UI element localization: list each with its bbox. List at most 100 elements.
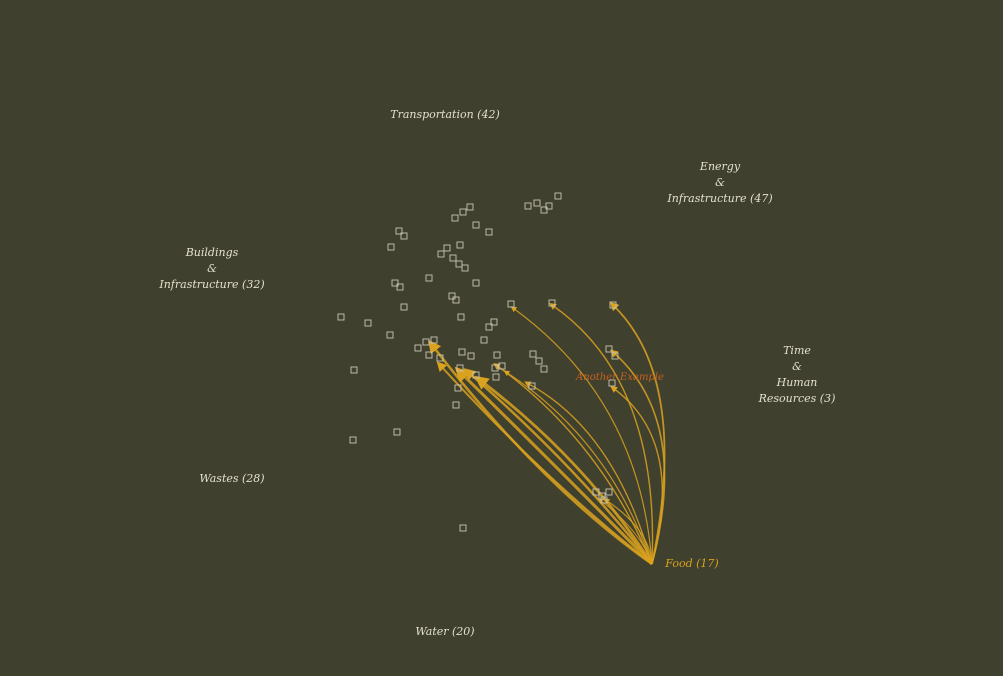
project-node[interactable] <box>425 274 433 282</box>
project-node[interactable] <box>605 345 613 353</box>
project-node[interactable] <box>456 241 464 249</box>
project-node[interactable] <box>387 243 395 251</box>
link-edge <box>610 385 664 565</box>
category-transportation[interactable]: Transportation (42) <box>345 107 545 123</box>
project-node[interactable] <box>609 301 617 309</box>
project-node[interactable] <box>545 202 553 210</box>
project-node[interactable] <box>467 352 475 360</box>
link-edge <box>524 381 653 565</box>
project-node[interactable] <box>452 401 460 409</box>
link-edge <box>454 366 654 566</box>
category-time-line-1: Time <box>783 344 811 357</box>
project-node[interactable] <box>386 331 394 339</box>
project-node[interactable] <box>524 202 532 210</box>
category-food[interactable]: Food (17) <box>652 556 732 572</box>
project-node[interactable] <box>391 279 399 287</box>
project-node[interactable] <box>472 371 480 379</box>
category-buildings-line-2: & <box>207 262 217 275</box>
project-node[interactable] <box>605 488 613 496</box>
project-node[interactable] <box>393 428 401 436</box>
project-node[interactable] <box>437 250 445 258</box>
project-node[interactable] <box>422 338 430 346</box>
project-node[interactable] <box>529 350 537 358</box>
category-buildings-line-1: Buildings <box>185 246 239 259</box>
project-node[interactable] <box>349 436 357 444</box>
project-node[interactable] <box>466 203 474 211</box>
link-layer <box>428 301 666 566</box>
project-node[interactable] <box>554 192 562 200</box>
link-edge <box>510 306 653 565</box>
project-node[interactable] <box>592 488 600 496</box>
project-node[interactable] <box>540 206 548 214</box>
project-node[interactable] <box>400 303 408 311</box>
project-node[interactable] <box>448 292 456 300</box>
project-node[interactable] <box>498 362 506 370</box>
project-node[interactable] <box>400 232 408 240</box>
project-node[interactable] <box>528 382 536 390</box>
project-node[interactable] <box>337 313 345 321</box>
project-node[interactable] <box>395 227 403 235</box>
project-node[interactable] <box>493 351 501 359</box>
category-water[interactable]: Water (20) <box>385 624 505 640</box>
project-node[interactable] <box>396 283 404 291</box>
project-node[interactable] <box>548 299 556 307</box>
link-edge <box>436 361 653 565</box>
project-node[interactable] <box>611 352 619 360</box>
category-time-line-2: & <box>792 360 802 373</box>
project-node[interactable] <box>491 364 499 372</box>
category-water-label: Water (20) <box>415 625 475 638</box>
link-edge <box>493 362 653 565</box>
project-node[interactable] <box>364 319 372 327</box>
link-edge <box>598 498 653 565</box>
category-energy-line-1: Energy <box>699 160 741 173</box>
category-buildings[interactable]: Buildings & Infrastructure (32) <box>137 245 287 293</box>
project-node[interactable] <box>461 264 469 272</box>
project-node[interactable] <box>490 318 498 326</box>
project-node[interactable] <box>480 336 488 344</box>
project-node[interactable] <box>507 300 515 308</box>
project-node[interactable] <box>414 344 422 352</box>
project-node[interactable] <box>459 524 467 532</box>
project-node[interactable] <box>430 336 438 344</box>
project-node[interactable] <box>535 357 543 365</box>
project-node[interactable] <box>449 254 457 262</box>
project-node[interactable] <box>485 323 493 331</box>
project-node[interactable] <box>436 354 444 362</box>
highlight-label: Another Example <box>575 372 664 383</box>
category-wastes-label: Wastes (28) <box>199 472 265 485</box>
project-node[interactable] <box>425 351 433 359</box>
project-node[interactable] <box>458 348 466 356</box>
project-node[interactable] <box>459 208 467 216</box>
link-edge <box>609 301 666 565</box>
project-node[interactable] <box>451 214 459 222</box>
project-node[interactable] <box>455 260 463 268</box>
project-node[interactable] <box>598 492 606 500</box>
project-node[interactable] <box>533 199 541 207</box>
project-node[interactable] <box>457 313 465 321</box>
category-energy-line-2: & <box>715 176 725 189</box>
category-time[interactable]: Time & Human Resources (3) <box>737 343 857 407</box>
project-node[interactable] <box>452 296 460 304</box>
project-node[interactable] <box>600 496 608 504</box>
project-node[interactable] <box>540 365 548 373</box>
category-energy-line-3: Infrastructure (47) <box>667 192 773 205</box>
project-node[interactable] <box>456 364 464 372</box>
category-time-line-4: Resources (3) <box>758 392 836 405</box>
project-node[interactable] <box>443 244 451 252</box>
project-node[interactable] <box>350 366 358 374</box>
category-transportation-label: Transportation (42) <box>390 108 500 121</box>
category-energy[interactable]: Energy & Infrastructure (47) <box>645 159 795 207</box>
project-node[interactable] <box>492 373 500 381</box>
project-node[interactable] <box>454 384 462 392</box>
link-edge <box>503 370 653 565</box>
project-node[interactable] <box>472 279 480 287</box>
project-node[interactable] <box>485 228 493 236</box>
category-food-label: Food (17) <box>665 557 719 570</box>
project-node[interactable] <box>608 379 616 387</box>
category-wastes[interactable]: Wastes (28) <box>172 471 292 487</box>
category-time-line-3: Human <box>776 376 818 389</box>
project-node[interactable] <box>472 221 480 229</box>
category-buildings-line-3: Infrastructure (32) <box>159 278 265 291</box>
